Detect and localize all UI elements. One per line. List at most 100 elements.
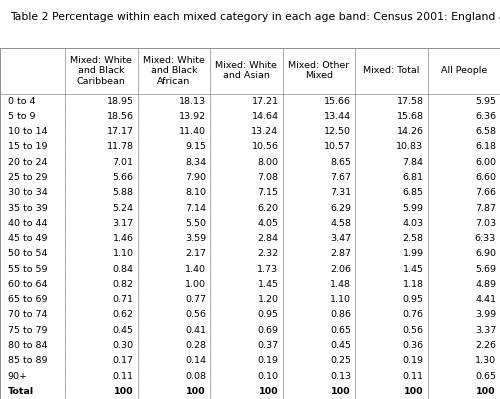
Text: Mixed: Total: Mixed: Total	[363, 66, 420, 75]
Text: 75 to 79: 75 to 79	[8, 326, 47, 335]
Text: 8.65: 8.65	[330, 158, 351, 167]
Text: 0.56: 0.56	[185, 310, 206, 320]
Text: 55 to 59: 55 to 59	[8, 265, 47, 274]
Text: 4.58: 4.58	[330, 219, 351, 228]
Text: 2.17: 2.17	[185, 249, 206, 259]
Text: 14.64: 14.64	[252, 112, 278, 121]
Text: 0.95: 0.95	[402, 295, 423, 304]
Text: 6.20: 6.20	[258, 203, 278, 213]
Text: 2.32: 2.32	[258, 249, 278, 259]
Text: 1.45: 1.45	[402, 265, 423, 274]
Text: 1.30: 1.30	[475, 356, 496, 365]
Text: 7.67: 7.67	[330, 173, 351, 182]
Text: 1.48: 1.48	[330, 280, 351, 289]
Text: 6.58: 6.58	[475, 127, 496, 136]
Text: 15.68: 15.68	[396, 112, 423, 121]
Text: 0.13: 0.13	[330, 371, 351, 381]
Text: 1.45: 1.45	[258, 280, 278, 289]
Text: 5.88: 5.88	[112, 188, 134, 197]
Text: 2.58: 2.58	[402, 234, 423, 243]
Text: 18.95: 18.95	[106, 97, 134, 106]
Text: 100: 100	[114, 387, 134, 396]
Text: 5.95: 5.95	[475, 97, 496, 106]
Text: 13.92: 13.92	[179, 112, 206, 121]
Text: 2.87: 2.87	[330, 249, 351, 259]
Text: Mixed: White
and Black
Caribbean: Mixed: White and Black Caribbean	[70, 56, 132, 86]
Text: 0.37: 0.37	[258, 341, 278, 350]
Text: 1.00: 1.00	[185, 280, 206, 289]
Text: 0.86: 0.86	[330, 310, 351, 320]
Text: 0.28: 0.28	[185, 341, 206, 350]
Text: 10.57: 10.57	[324, 142, 351, 152]
Text: 7.14: 7.14	[185, 203, 206, 213]
Text: 0.56: 0.56	[402, 326, 423, 335]
Text: 15.66: 15.66	[324, 97, 351, 106]
Text: 6.90: 6.90	[475, 249, 496, 259]
Text: 12.50: 12.50	[324, 127, 351, 136]
Text: 3.47: 3.47	[330, 234, 351, 243]
Text: 4.41: 4.41	[475, 295, 496, 304]
Text: 2.84: 2.84	[258, 234, 278, 243]
Text: 0.19: 0.19	[402, 356, 423, 365]
Text: 100: 100	[404, 387, 423, 396]
Text: 65 to 69: 65 to 69	[8, 295, 47, 304]
Text: 3.59: 3.59	[185, 234, 206, 243]
Text: 1.10: 1.10	[330, 295, 351, 304]
Text: 1.73: 1.73	[258, 265, 278, 274]
Text: 0.69: 0.69	[258, 326, 278, 335]
Text: All People: All People	[440, 66, 487, 75]
Text: 9.15: 9.15	[185, 142, 206, 152]
Text: 0.45: 0.45	[112, 326, 134, 335]
Text: 0.14: 0.14	[185, 356, 206, 365]
Text: 4.05: 4.05	[258, 219, 278, 228]
Text: 18.56: 18.56	[106, 112, 134, 121]
Text: 70 to 74: 70 to 74	[8, 310, 47, 320]
Text: 0.62: 0.62	[112, 310, 134, 320]
Text: 4.03: 4.03	[402, 219, 423, 228]
Text: 5.69: 5.69	[475, 265, 496, 274]
Text: 10.56: 10.56	[252, 142, 278, 152]
Text: 0.11: 0.11	[112, 371, 134, 381]
Text: 0.41: 0.41	[185, 326, 206, 335]
Text: 100: 100	[259, 387, 278, 396]
Text: 5.24: 5.24	[112, 203, 134, 213]
Text: 8.10: 8.10	[185, 188, 206, 197]
Text: 17.21: 17.21	[252, 97, 278, 106]
Text: 90+: 90+	[8, 371, 28, 381]
Text: 0.25: 0.25	[330, 356, 351, 365]
Text: 6.60: 6.60	[475, 173, 496, 182]
Text: 100: 100	[476, 387, 496, 396]
Text: 1.46: 1.46	[112, 234, 134, 243]
Text: 6.33: 6.33	[475, 234, 496, 243]
Text: 50 to 54: 50 to 54	[8, 249, 47, 259]
Text: 2.06: 2.06	[330, 265, 351, 274]
Text: 1.99: 1.99	[402, 249, 423, 259]
Text: 6.36: 6.36	[475, 112, 496, 121]
Text: 7.66: 7.66	[475, 188, 496, 197]
Text: Mixed: White
and Black
African: Mixed: White and Black African	[143, 56, 204, 86]
Text: 0.82: 0.82	[112, 280, 134, 289]
Text: 0.08: 0.08	[185, 371, 206, 381]
Text: 6.00: 6.00	[475, 158, 496, 167]
Text: 14.26: 14.26	[396, 127, 423, 136]
Text: 13.44: 13.44	[324, 112, 351, 121]
Text: 7.31: 7.31	[330, 188, 351, 197]
Text: 10 to 14: 10 to 14	[8, 127, 47, 136]
Text: 0.17: 0.17	[112, 356, 134, 365]
Text: 7.03: 7.03	[475, 219, 496, 228]
Text: Mixed: White
and Asian: Mixed: White and Asian	[216, 61, 277, 81]
Text: 18.13: 18.13	[179, 97, 206, 106]
Text: 8.34: 8.34	[185, 158, 206, 167]
Text: 6.18: 6.18	[475, 142, 496, 152]
Text: 0.65: 0.65	[330, 326, 351, 335]
Text: 3.17: 3.17	[112, 219, 134, 228]
Text: 5 to 9: 5 to 9	[8, 112, 35, 121]
Text: 7.84: 7.84	[402, 158, 423, 167]
Text: 45 to 49: 45 to 49	[8, 234, 47, 243]
Text: 0.71: 0.71	[112, 295, 134, 304]
Text: 35 to 39: 35 to 39	[8, 203, 47, 213]
Text: Table 2 Percentage within each mixed category in each age band: Census 2001: Eng: Table 2 Percentage within each mixed cat…	[10, 12, 500, 22]
Text: 1.18: 1.18	[402, 280, 423, 289]
Text: 7.87: 7.87	[475, 203, 496, 213]
Text: 7.90: 7.90	[185, 173, 206, 182]
